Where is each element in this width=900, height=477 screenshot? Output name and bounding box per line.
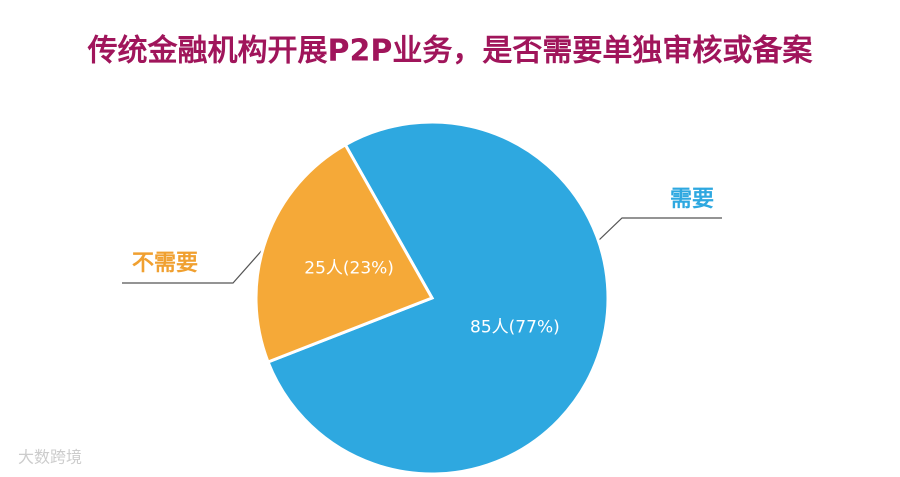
value-label: 85人(77%) [470,318,560,338]
pie-slice [266,120,610,476]
pie-slice [254,142,435,364]
value-label: 25人(23%) [304,258,394,278]
category-label: 需要 [670,187,714,212]
category-label: 不需要 [132,251,198,276]
chart-title: 传统金融机构开展P2P业务，是否需要单独审核或备案 [87,34,814,69]
watermark: 大数跨境 [18,448,82,467]
